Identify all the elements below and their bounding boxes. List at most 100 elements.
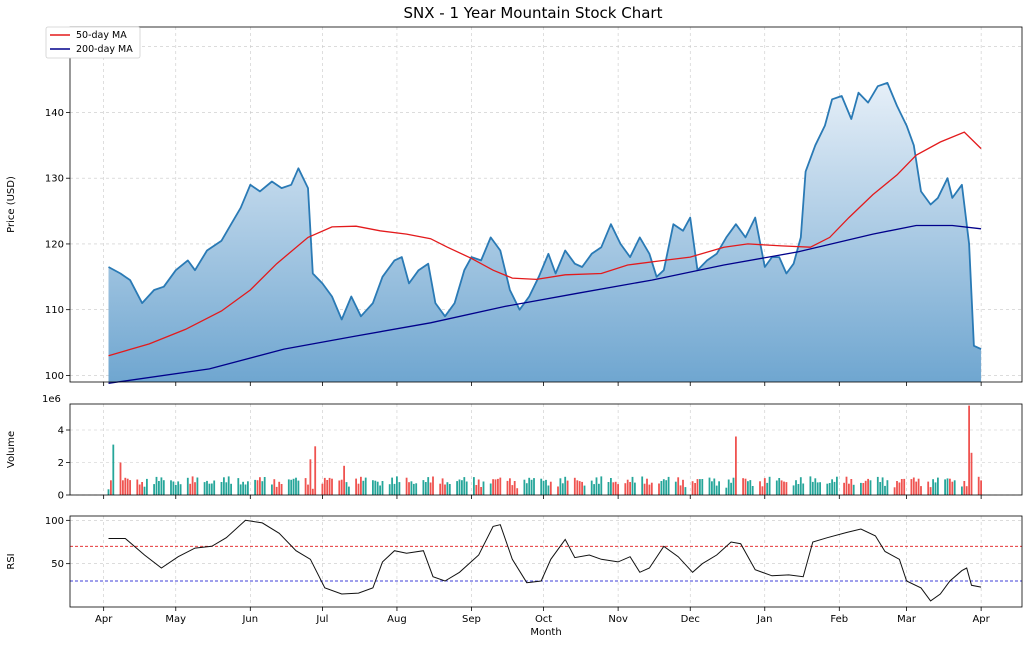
volume-bar [725, 487, 728, 495]
volume-bar [559, 478, 562, 495]
volume-bar [528, 477, 531, 495]
volume-bar [893, 487, 896, 495]
volume-bar [607, 482, 610, 495]
volume-bar [977, 476, 980, 495]
volume-bar [545, 479, 547, 495]
volume-bar [783, 481, 785, 495]
volume-bar [886, 480, 889, 495]
volume-bar [446, 482, 449, 495]
legend-label-50ma: 50-day MA [76, 30, 127, 41]
volume-bar [751, 486, 754, 495]
volume-bar [775, 480, 778, 495]
volume-bar [492, 479, 494, 495]
volume-bar [549, 481, 552, 495]
volume-bar [362, 480, 365, 495]
volume-bar [980, 480, 982, 495]
volume-bar [826, 483, 829, 495]
volume-panel: 0 2 4 Volume 1e6 [6, 394, 1023, 502]
price-line [108, 82, 982, 350]
volume-bar [480, 487, 482, 495]
volume-bar [674, 481, 677, 495]
volume-bar [162, 480, 165, 495]
volume-bar [576, 480, 579, 495]
volume-bar [744, 478, 747, 495]
volume-bar [321, 483, 324, 495]
volume-bar [112, 444, 115, 495]
volume-bar [477, 479, 480, 495]
volume-bar [448, 484, 451, 495]
volume-bar [412, 483, 415, 495]
volume-bar [547, 485, 550, 495]
volume-bar [160, 477, 163, 495]
volume-bar [345, 482, 348, 495]
volume-bar [179, 484, 182, 495]
volume-bar [836, 476, 838, 495]
volume-bar [191, 476, 194, 495]
volume-bar [614, 481, 617, 495]
volume-bar [876, 476, 879, 495]
volume-bar [797, 484, 800, 495]
volume-bar [564, 476, 567, 495]
volume-bar [811, 481, 814, 495]
volume-bar [682, 479, 684, 495]
volume-bar [768, 476, 771, 495]
volume-bar [677, 477, 680, 495]
volume-bar [809, 476, 812, 495]
volume-bar [263, 477, 266, 495]
volume-bar [280, 484, 283, 495]
price-area [108, 82, 982, 383]
xtick-label-sep: Sep [462, 614, 481, 625]
volume-bar [747, 481, 749, 495]
volume-bar [242, 481, 244, 495]
volume-bar [311, 488, 314, 495]
volume-bar [814, 478, 817, 495]
volume-bar [581, 481, 583, 495]
volume-bar [778, 478, 781, 495]
volume-bar [223, 477, 225, 495]
volume-bar [749, 480, 752, 495]
volume-bar [381, 481, 384, 495]
volume-bar [516, 488, 519, 495]
volume-ytick-label-0: 0 [58, 491, 64, 502]
volume-bar [658, 483, 660, 495]
volume-bar [124, 477, 127, 495]
volume-bar [946, 478, 949, 495]
volume-bar [220, 482, 223, 495]
xtick-label-oct: Oct [535, 614, 552, 625]
volume-bar [879, 482, 882, 495]
volume-bar [540, 478, 543, 495]
volume-bar [590, 480, 593, 495]
volume-bar [374, 480, 377, 495]
volume-bar [499, 477, 502, 495]
volume-bar [732, 477, 735, 495]
volume-bar [929, 487, 932, 495]
volume-bar [239, 484, 242, 495]
volume-bar [934, 482, 937, 495]
volume-bar [340, 479, 343, 495]
price-frame [69, 26, 1023, 383]
volume-bar [489, 483, 492, 495]
volume-bar [275, 486, 278, 495]
volume-bar [828, 483, 831, 495]
volume-bar [701, 479, 704, 495]
x-axis-label: Month [530, 627, 561, 638]
ma200-line [108, 224, 982, 384]
legend-label-200ma: 200-day MA [76, 44, 133, 55]
volume-bar [525, 483, 528, 495]
volume-bar [206, 480, 208, 495]
price-ytick-label-100: 100 [45, 371, 64, 382]
volume-bar [578, 481, 581, 495]
volume-bar [920, 486, 922, 495]
volume-bar [422, 480, 425, 495]
volume-bar [583, 485, 586, 495]
volume-bar [261, 481, 264, 495]
volume-bar [256, 480, 259, 495]
volume-bar [432, 476, 434, 495]
volume-bar [860, 482, 862, 495]
volume-bar [900, 479, 903, 495]
xtick-label-jul: Jul [315, 614, 328, 625]
volume-bar [730, 482, 732, 495]
volume-bar [662, 479, 665, 495]
volume-bar [845, 476, 848, 495]
